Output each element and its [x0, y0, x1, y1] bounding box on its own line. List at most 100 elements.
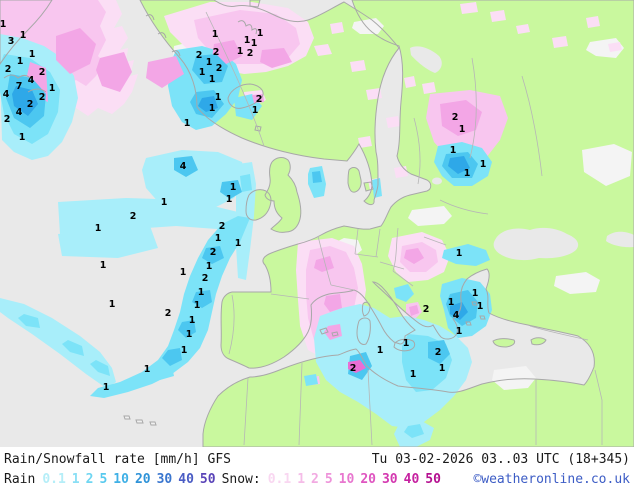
precip-region-snow_4: [348, 360, 366, 373]
precip-value-label: 1: [194, 300, 201, 311]
precip-region-rain_5: [192, 54, 228, 84]
precip-region-snow_1: [330, 22, 344, 34]
precip-value-label: 1: [103, 382, 110, 393]
precip-value-label: 1: [0, 19, 6, 30]
precip-region-rain_10: [12, 86, 38, 116]
precip-value-label: 1: [209, 103, 216, 114]
country-borders: [205, 11, 603, 446]
scale-value: 30: [381, 471, 398, 487]
precip-value-label: 4: [3, 89, 10, 100]
precip-region-snow_3: [252, 94, 264, 103]
caspian-sea: [606, 231, 634, 248]
precip-value-label: 1: [377, 345, 384, 356]
precip-region-snow_1: [552, 36, 568, 48]
precip-region-snow_1: [358, 136, 372, 148]
rain-scale-label: Rain: [4, 471, 36, 487]
precip-region-snow_1: [460, 2, 478, 14]
precip-region-snow_3: [324, 324, 342, 340]
precip-region-snow_1: [608, 42, 622, 52]
precip-value-label: 1: [410, 369, 417, 380]
scale-value: 1: [71, 471, 80, 487]
precip-region-rain_5: [192, 290, 212, 308]
white-sea: [410, 46, 442, 73]
precip-value-label: 1: [448, 297, 455, 308]
precip-region-rain_2: [394, 284, 414, 302]
precip-region-snow_3: [260, 48, 292, 68]
precip-region-rain_5: [428, 340, 450, 364]
scale-value: 2: [311, 471, 319, 487]
precip-value-label: 1: [20, 30, 27, 41]
precip-value-label: 2: [213, 47, 220, 58]
precip-region-trace: [582, 144, 632, 186]
coastlines: [0, 0, 634, 447]
precip-value-label: 2: [202, 273, 209, 284]
precip-value-label: 1: [252, 105, 259, 116]
precip-value-label: 1: [95, 223, 102, 234]
precip-region-rain_2: [404, 424, 424, 438]
precip-value-label: 1: [206, 261, 213, 272]
legend-scale-row: Rain 0.1 1 2 5 10 20 30 40 50 Snow: 0.1 1 2 5 10 20 30…: [0, 469, 634, 489]
precip-region-snow_3: [96, 52, 132, 92]
scale-value: 20: [134, 471, 151, 487]
precip-value-label: 2: [4, 114, 11, 125]
precip-value-label: 1: [209, 74, 216, 85]
precip-value-label: 1: [439, 363, 446, 374]
precip-value-label: 1: [199, 67, 206, 78]
precip-region-snow_3: [314, 256, 334, 272]
fjord-detail-lines: [3, 14, 257, 93]
precip-region-trace: [408, 206, 452, 226]
snow-scale-label: Snow:: [221, 471, 261, 487]
precip-value-label: 2: [219, 221, 226, 232]
precip-value-label: 1: [198, 287, 205, 298]
precip-value-label: 1: [17, 56, 24, 67]
precip-value-label: 4: [16, 107, 23, 118]
precip-value-label: 1: [29, 49, 36, 60]
precip-region-rain_2: [304, 374, 318, 386]
precip-value-label: 7: [16, 81, 23, 92]
precip-value-label: 2: [423, 304, 430, 315]
scale-value: 30: [156, 471, 173, 487]
scale-value: 0.1: [42, 471, 66, 487]
precip-value-label: 1: [244, 35, 251, 46]
precip-region-rain_1: [142, 150, 246, 210]
copyright-text: ©weatheronline.co.uk: [473, 471, 630, 487]
scale-value: 1: [297, 471, 306, 487]
precip-region-rain_5: [220, 180, 242, 199]
precip-value-label: 1: [186, 329, 193, 340]
rain-scale-values: 0.1 1 2 5 10 20 30 40 50: [42, 472, 221, 487]
precip-region-trace: [352, 18, 384, 34]
precip-region-snow_1: [314, 44, 332, 56]
precipitation-layer: [0, 0, 632, 447]
precip-value-label: 1: [49, 83, 56, 94]
precip-value-label: 1: [109, 299, 116, 310]
precip-region-snow_1: [386, 116, 400, 128]
scale-value: 40: [403, 471, 420, 487]
precip-region-rain_5: [162, 348, 182, 366]
precip-value-label: 1: [206, 57, 213, 68]
precip-value-label: 1: [212, 29, 219, 40]
precip-value-label: 3: [8, 36, 15, 47]
precip-region-snow_1: [516, 24, 530, 34]
precip-value-label: 1: [456, 248, 463, 259]
precip-value-label: 1: [237, 46, 244, 57]
precip-value-label: 2: [196, 50, 203, 61]
precip-value-label: 2: [247, 48, 254, 59]
precip-value-label: 1: [215, 233, 222, 244]
snow-scale-values: 0.1 1 2 5 10 20 30 40 50: [268, 472, 447, 487]
precip-value-label: 1: [181, 345, 188, 356]
precip-region-rain_2: [18, 314, 40, 328]
inland-seas: [410, 46, 634, 261]
precip-value-label: 1: [459, 124, 466, 135]
precip-value-label: 2: [39, 67, 46, 78]
precip-value-label: 1: [100, 260, 107, 271]
precip-value-label: 4: [453, 310, 460, 321]
precip-value-label: 1: [235, 238, 242, 249]
precip-region-snow_1: [586, 16, 600, 28]
precip-value-label: 1: [450, 145, 457, 156]
precip-value-label: 2: [5, 64, 12, 75]
precip-value-label: 2: [39, 92, 46, 103]
precip-region-snow_3: [146, 56, 184, 88]
